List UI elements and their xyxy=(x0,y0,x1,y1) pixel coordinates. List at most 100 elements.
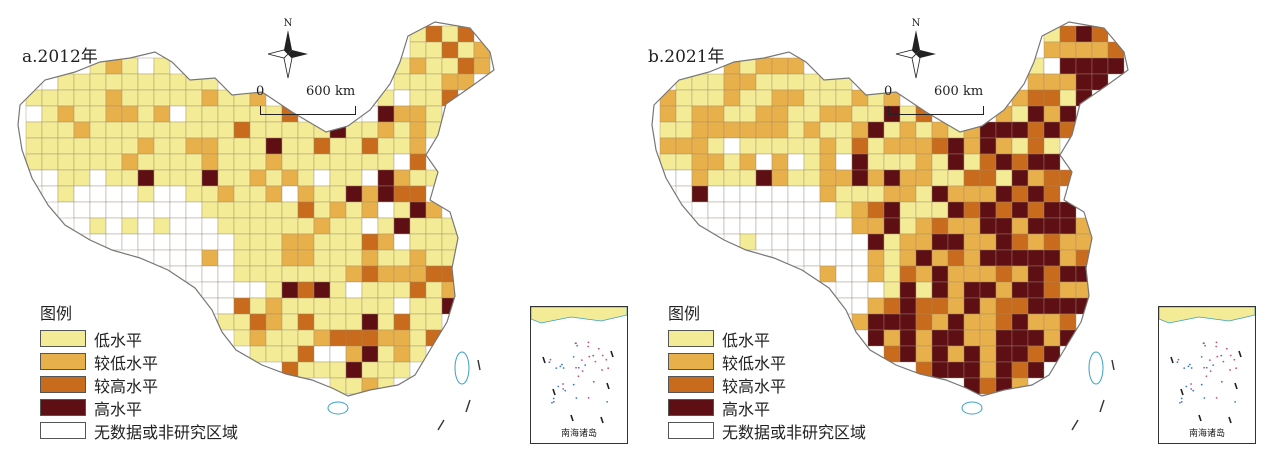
map-region xyxy=(313,345,331,363)
map-region xyxy=(915,153,933,171)
map-region xyxy=(345,201,363,219)
sea-boundary-mark xyxy=(437,419,445,431)
map-region xyxy=(73,185,91,203)
map-region xyxy=(393,153,411,171)
map-region xyxy=(867,329,885,347)
map-region xyxy=(899,217,917,235)
map-region xyxy=(771,169,789,187)
map-region xyxy=(441,73,459,91)
legend-label: 较高水平 xyxy=(94,376,159,396)
map-region xyxy=(819,217,837,235)
legend-item: 较高水平 xyxy=(40,373,238,396)
inset-island xyxy=(552,397,555,400)
map-region xyxy=(1027,233,1045,251)
map-region xyxy=(963,265,981,283)
map-region xyxy=(393,185,411,203)
legend-swatch xyxy=(668,376,714,393)
map-region xyxy=(947,249,965,267)
map-region xyxy=(739,89,757,107)
legend-swatch xyxy=(40,422,86,439)
map-region xyxy=(329,169,347,187)
map-region xyxy=(1059,25,1077,43)
map-region xyxy=(233,233,251,251)
map-region xyxy=(153,137,171,155)
map-region xyxy=(297,313,315,331)
map-region xyxy=(1043,217,1061,235)
map-region xyxy=(723,169,741,187)
map-region xyxy=(377,249,395,267)
map-region xyxy=(425,201,443,219)
map-region xyxy=(73,153,91,171)
map-region xyxy=(425,25,443,43)
map-region xyxy=(153,105,171,123)
map-region xyxy=(899,345,917,363)
map-region xyxy=(755,217,773,235)
map-region xyxy=(819,249,837,267)
map-region xyxy=(739,201,757,219)
map-region xyxy=(1043,281,1061,299)
map-region xyxy=(265,265,283,283)
inset-island xyxy=(592,354,595,357)
map-region xyxy=(185,217,203,235)
map-region xyxy=(153,89,171,107)
map-region xyxy=(201,121,219,139)
map-region xyxy=(947,137,965,155)
map-region xyxy=(41,153,59,171)
map-region xyxy=(947,153,965,171)
map-region xyxy=(425,265,443,283)
map-region xyxy=(41,73,59,91)
inset-island xyxy=(1180,400,1183,403)
inset-island xyxy=(552,400,555,403)
legend-item: 无数据或非研究区域 xyxy=(40,419,238,442)
scale-line xyxy=(888,106,984,115)
map-region xyxy=(153,153,171,171)
map-region xyxy=(995,249,1013,267)
map-region xyxy=(1091,57,1109,75)
map-region xyxy=(377,345,395,363)
map-region xyxy=(819,153,837,171)
inset-island xyxy=(1200,383,1203,386)
map-region xyxy=(723,105,741,123)
map-region xyxy=(1027,297,1045,315)
map-region xyxy=(377,297,395,315)
map-region xyxy=(867,153,885,171)
legend-item: 高水平 xyxy=(668,396,866,419)
map-region xyxy=(361,313,379,331)
map-region xyxy=(281,265,299,283)
island xyxy=(454,351,470,385)
map-region xyxy=(41,121,59,139)
map-region xyxy=(883,121,901,139)
legend: 图例 低水平 较低水平 较高水平 高水平 无数据或非研究区域 xyxy=(668,300,866,442)
map-region xyxy=(73,137,91,155)
map-region xyxy=(57,201,75,219)
map-region xyxy=(105,137,123,155)
map-region xyxy=(851,201,869,219)
map-region xyxy=(995,281,1013,299)
map-region xyxy=(867,265,885,283)
map-region xyxy=(1027,249,1045,267)
map-region xyxy=(851,249,869,267)
map-region xyxy=(963,281,981,299)
map-region xyxy=(931,137,949,155)
map-region xyxy=(89,153,107,171)
map-region xyxy=(835,185,853,203)
map-region xyxy=(659,169,677,187)
map-region xyxy=(707,169,725,187)
map-region xyxy=(233,185,251,203)
map-region xyxy=(185,169,203,187)
inset-island xyxy=(564,389,567,392)
map-region xyxy=(201,265,219,283)
inset-island xyxy=(1190,367,1193,369)
inset-island xyxy=(559,365,562,368)
inset-island xyxy=(575,366,577,369)
inset-island xyxy=(1202,342,1205,345)
map-region xyxy=(899,185,917,203)
map-region xyxy=(1059,89,1077,107)
inset-island xyxy=(1204,344,1207,347)
map-region xyxy=(755,73,773,91)
map-region xyxy=(979,313,997,331)
map-region xyxy=(1043,73,1061,91)
map-region xyxy=(377,153,395,171)
map-region xyxy=(41,137,59,155)
map-region xyxy=(409,265,427,283)
